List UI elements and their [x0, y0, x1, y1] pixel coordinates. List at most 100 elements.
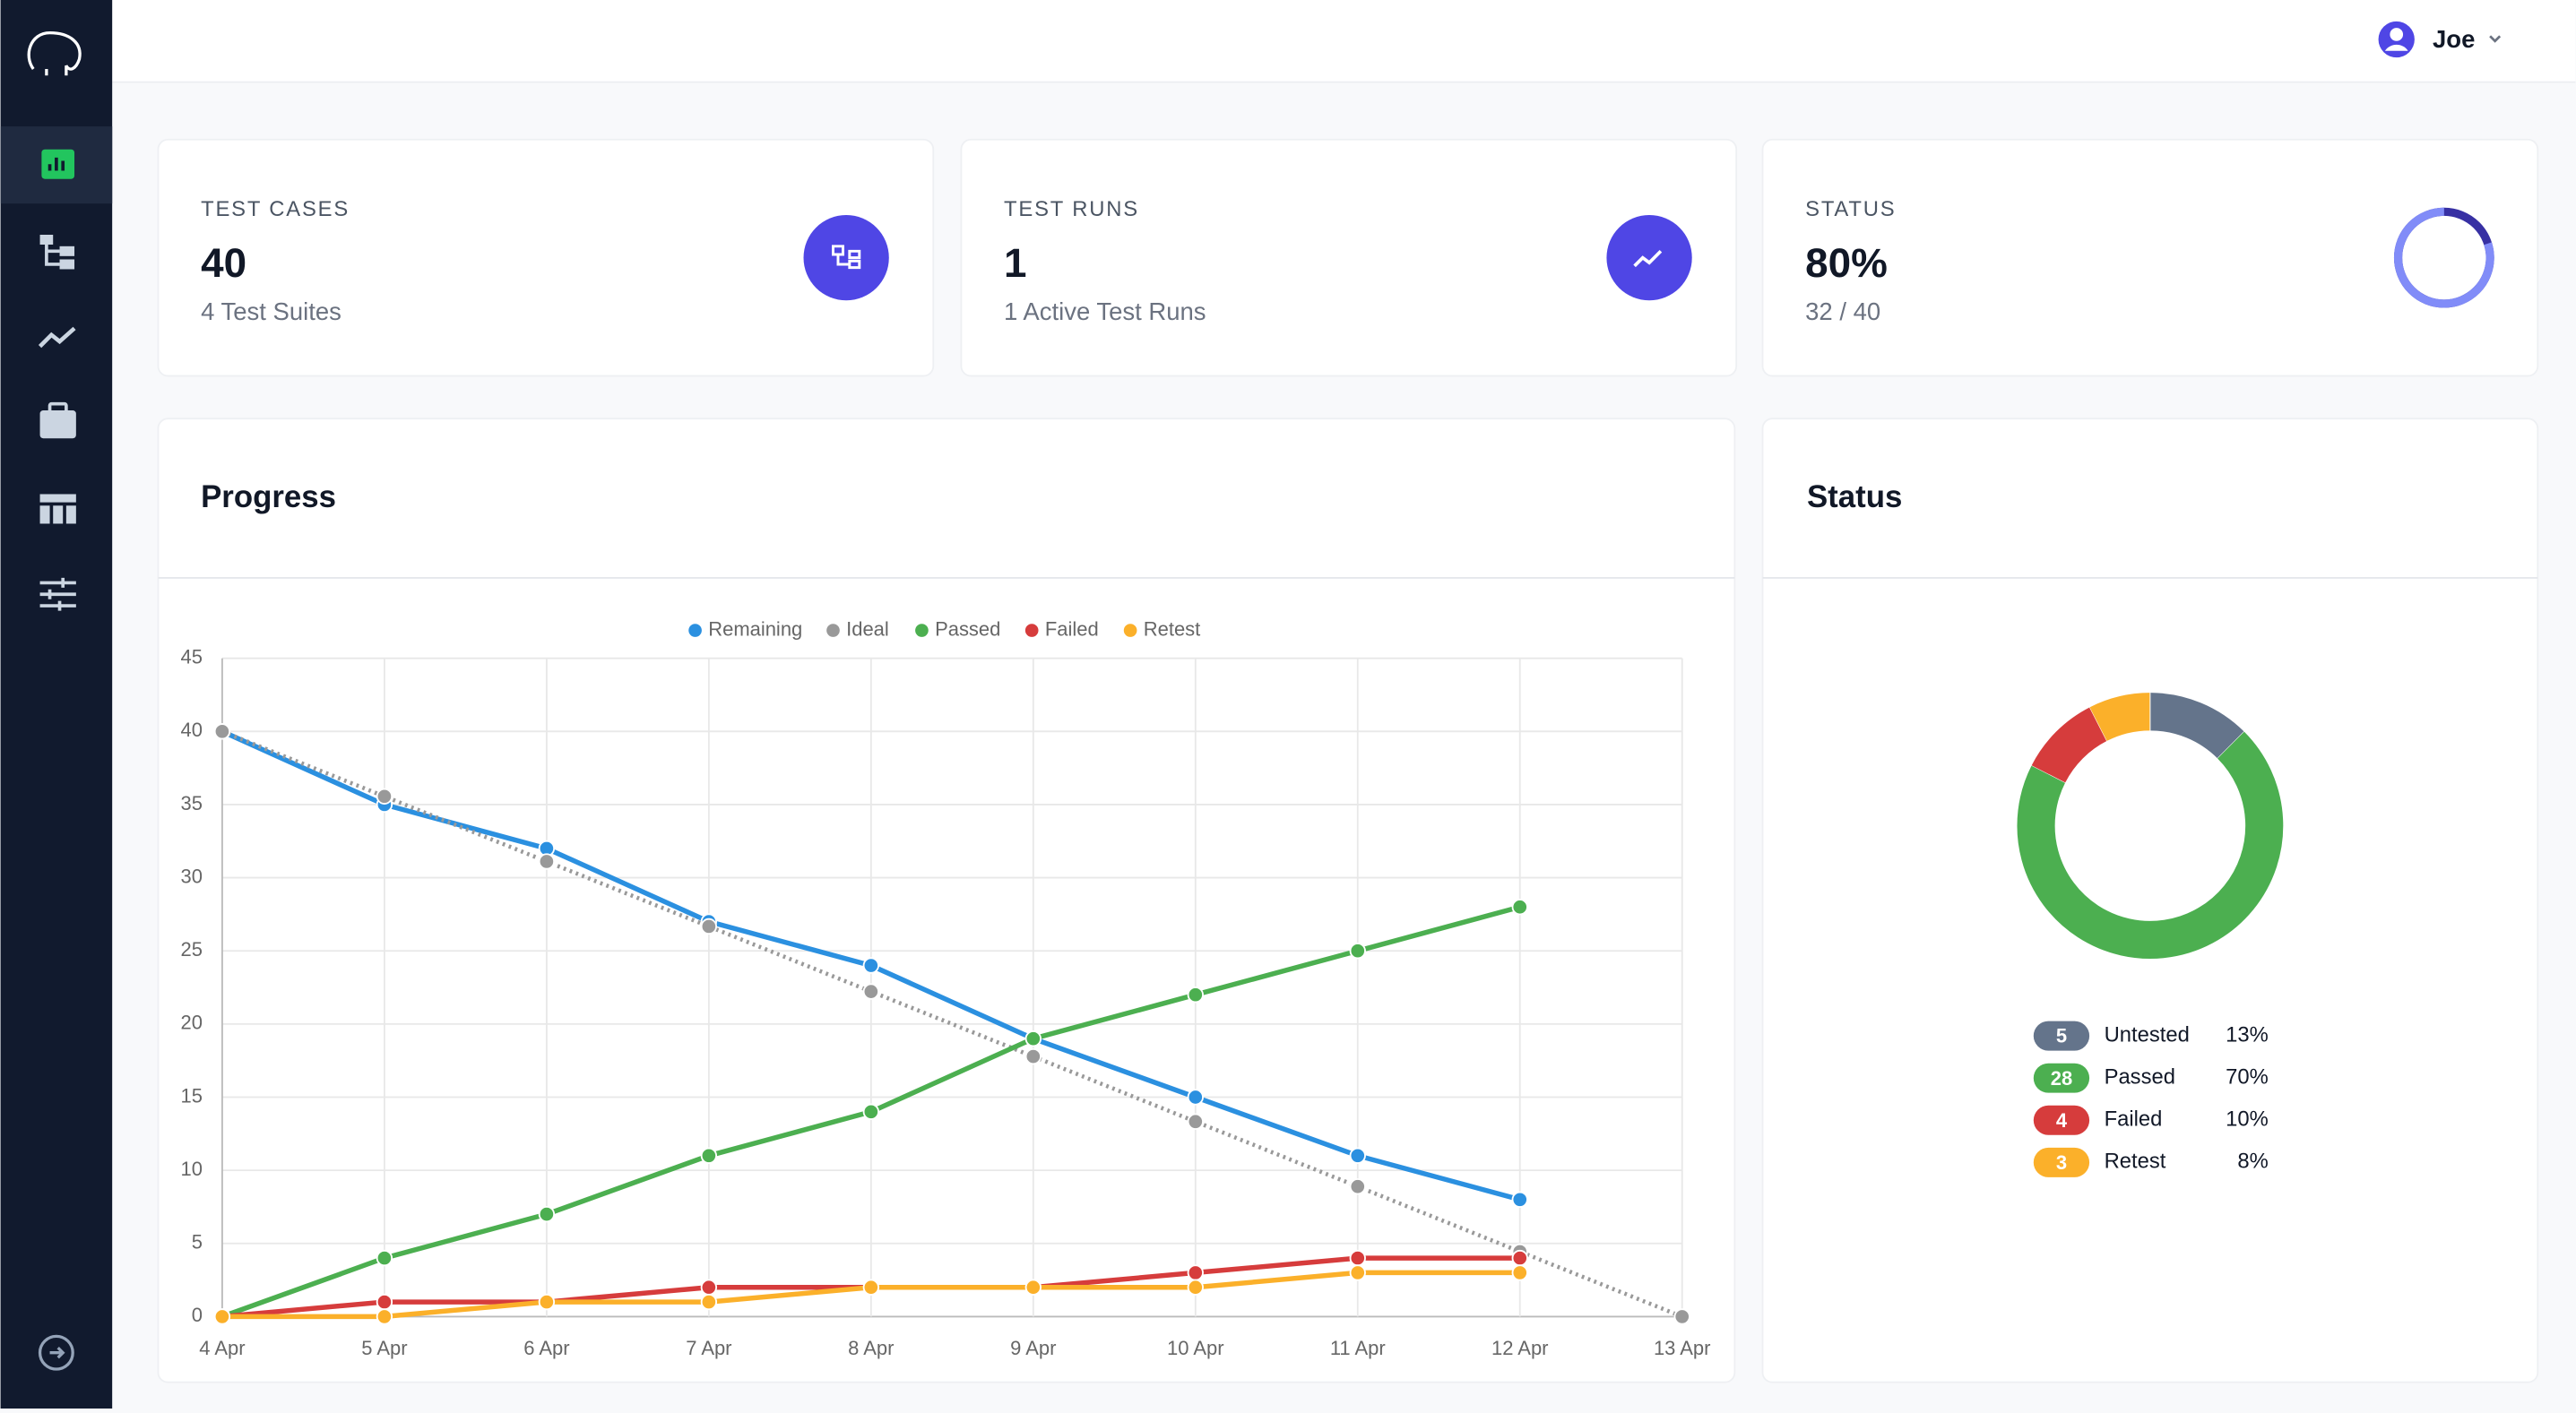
series-point	[540, 854, 554, 868]
nav-reports[interactable]	[40, 494, 76, 523]
nav-icon	[60, 246, 74, 256]
series-point	[377, 1295, 392, 1309]
series-point	[1512, 1265, 1526, 1279]
series-point	[864, 958, 878, 972]
series-point	[1189, 987, 1203, 1002]
series-point	[702, 1295, 716, 1309]
series-point	[1026, 1280, 1041, 1295]
legend-label: Ideal	[846, 617, 889, 640]
series-point	[215, 724, 229, 738]
y-tick-label: 15	[180, 1084, 202, 1107]
series-point	[540, 1207, 554, 1221]
card-subtitle: 1 Active Test Runs	[1004, 297, 1206, 325]
series-point	[1351, 1179, 1365, 1193]
x-tick-label: 7 Apr	[686, 1337, 731, 1359]
legend-label: Retest	[1144, 617, 1200, 640]
legend-percent: 8%	[2237, 1150, 2268, 1174]
panel-title: Status	[1807, 479, 1902, 514]
series-point	[1674, 1309, 1689, 1323]
series-point	[540, 1295, 554, 1309]
x-tick-label: 10 Apr	[1167, 1337, 1224, 1359]
card-icon	[804, 215, 889, 300]
x-tick-label: 4 Apr	[199, 1337, 245, 1359]
y-tick-label: 10	[180, 1158, 202, 1180]
legend-label: Remaining	[708, 617, 802, 640]
card-label: STATUS	[1805, 197, 1896, 221]
legend-label: Failed	[1045, 617, 1099, 640]
legend-swatch	[1123, 623, 1137, 637]
series-point	[1351, 1149, 1365, 1163]
series-point	[1351, 1265, 1365, 1279]
series-point	[702, 1280, 716, 1295]
y-tick-label: 35	[180, 792, 202, 814]
x-tick-label: 13 Apr	[1654, 1337, 1711, 1359]
legend-swatch	[687, 623, 702, 637]
sidebar	[1, 0, 113, 1409]
y-tick-label: 5	[192, 1231, 203, 1254]
card	[1762, 418, 2537, 1382]
nav-icon	[40, 505, 50, 523]
card-value: 1	[1004, 240, 1026, 286]
legend-label: Passed	[935, 617, 1000, 640]
nav-dashboard[interactable]	[41, 150, 74, 179]
series-point	[377, 1309, 392, 1323]
nav-icon	[40, 235, 54, 245]
y-tick-label: 45	[180, 646, 202, 668]
nav-icon	[60, 259, 74, 269]
card-value: 40	[201, 240, 246, 286]
card-label: TEST RUNS	[1004, 197, 1139, 221]
legend-count: 28	[2051, 1067, 2072, 1090]
series-point	[1512, 1193, 1526, 1207]
series-point	[1026, 1031, 1041, 1046]
legend-swatch	[826, 623, 840, 637]
legend-count: 4	[2056, 1109, 2068, 1132]
legend-swatch	[914, 623, 929, 637]
series-point	[864, 1280, 878, 1295]
legend-percent: 13%	[2226, 1022, 2269, 1047]
x-tick-label: 11 Apr	[1330, 1337, 1386, 1359]
nav-icon	[66, 505, 76, 523]
panel-title: Progress	[201, 479, 336, 514]
legend-label: Retest	[2105, 1150, 2166, 1174]
legend-swatch	[1024, 623, 1039, 637]
series-point	[1512, 900, 1526, 914]
series-point	[1512, 1251, 1526, 1265]
series-point	[864, 1105, 878, 1119]
card-label: TEST CASES	[201, 197, 350, 221]
x-tick-label: 9 Apr	[1010, 1337, 1056, 1359]
legend-percent: 70%	[2226, 1064, 2269, 1089]
y-tick-label: 25	[180, 938, 202, 961]
nav-settings[interactable]	[40, 578, 76, 611]
series-point	[1189, 1280, 1203, 1295]
series-point	[377, 789, 392, 804]
y-tick-label: 40	[180, 719, 202, 741]
card-value: 80%	[1805, 240, 1888, 286]
card	[158, 418, 1734, 1382]
y-tick-label: 0	[192, 1304, 203, 1326]
series-point	[702, 919, 716, 934]
series-point	[1189, 1090, 1203, 1104]
series-point	[1189, 1115, 1203, 1129]
card-subtitle: 32 / 40	[1805, 297, 1880, 325]
series-point	[1026, 1049, 1041, 1064]
top-bar	[112, 0, 2575, 82]
y-tick-label: 20	[180, 1012, 202, 1034]
x-tick-label: 5 Apr	[361, 1337, 407, 1359]
legend-label: Passed	[2105, 1064, 2175, 1089]
card-subtitle: 4 Test Suites	[201, 297, 341, 325]
user-name: Joe	[2433, 25, 2475, 53]
legend-label: Untested	[2105, 1022, 2190, 1047]
legend-count: 5	[2056, 1025, 2067, 1047]
nav-icon	[53, 505, 63, 523]
series-point	[377, 1251, 392, 1265]
series-point	[864, 984, 878, 998]
series-point	[702, 1149, 716, 1163]
legend-count: 3	[2056, 1151, 2067, 1174]
nav-icon	[40, 494, 76, 502]
card-icon	[1606, 215, 1691, 300]
nav-icon	[40, 410, 76, 438]
x-tick-label: 12 Apr	[1491, 1337, 1549, 1359]
donut-segment	[2098, 711, 2150, 724]
series-point	[215, 1309, 229, 1323]
